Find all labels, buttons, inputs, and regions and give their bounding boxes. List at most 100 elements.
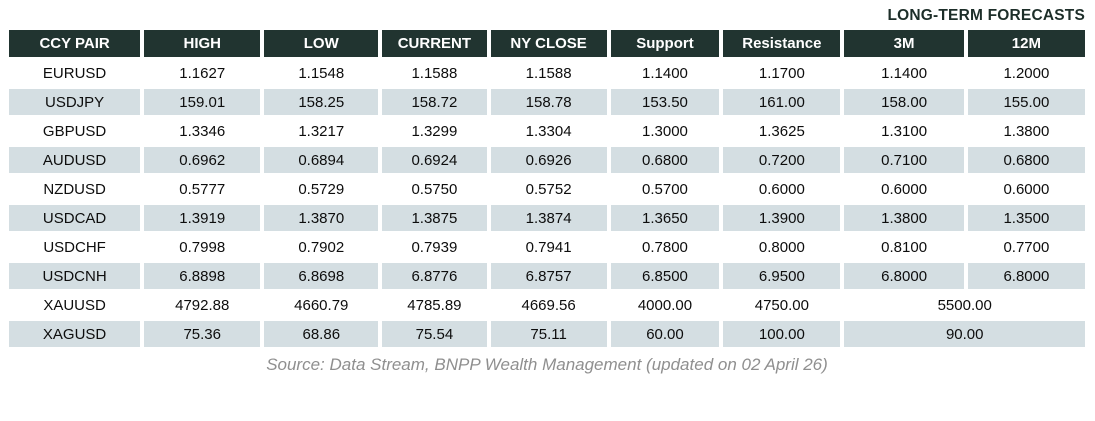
current-cell: 158.72 xyxy=(382,89,487,115)
table-row-usdcad: USDCAD 1.3919 1.3870 1.3875 1.3874 1.3650 1.39… xyxy=(9,205,1085,231)
column-header-high: HIGH xyxy=(144,30,261,57)
ny-close-cell: 0.6926 xyxy=(490,147,607,173)
high-cell: 4792.88 xyxy=(175,296,230,314)
low-cell: 0.7902 xyxy=(298,238,345,256)
table-header-row: CCY PAIR HIGH LOW CURRENT NY CLOSE Support Res… xyxy=(9,30,1085,57)
forecast-12m-cell: 1.3800 xyxy=(1003,122,1050,140)
low-cell: 68.86 xyxy=(264,321,379,347)
high-cell: 0.6962 xyxy=(144,147,261,173)
ny-close-cell: 6.8757 xyxy=(490,263,607,289)
table-row-nzdusd: NZDUSD 0.5777 0.5729 0.5750 0.5752 0.5700 0.60… xyxy=(9,176,1085,202)
table-row-xagusd: XAGUSD 75.36 68.86 75.54 75.11 60.00 100.00 90.… xyxy=(9,321,1085,347)
high-cell: 1.3919 xyxy=(144,205,261,231)
forecast-3m-cell: 0.6000 xyxy=(881,180,928,198)
current-cell: 6.8776 xyxy=(382,263,487,289)
resistance-cell: 100.00 xyxy=(723,321,841,347)
high-cell: 1.3346 xyxy=(179,122,226,140)
high-cell: 0.7998 xyxy=(179,238,226,256)
table-row-xauusd: XAUUSD 4792.88 4660.79 4785.89 4669.56 4000.0… xyxy=(9,292,1085,318)
fx-forecast-table: CCY PAIR HIGH LOW CURRENT NY CLOSE Support Res… xyxy=(5,27,1089,350)
pair-cell: AUDUSD xyxy=(9,147,141,173)
support-cell: 0.6800 xyxy=(610,147,720,173)
low-cell: 1.3217 xyxy=(298,122,345,140)
low-cell: 0.5729 xyxy=(298,180,345,198)
column-header-support: Support xyxy=(610,30,720,57)
table-row-eurusd: EURUSD 1.1627 1.1548 1.1588 1.1588 1.1400 1.17… xyxy=(9,60,1085,86)
high-cell: 0.5777 xyxy=(179,180,226,198)
forecast-12m-cell: 155.00 xyxy=(967,89,1085,115)
resistance-cell: 1.1700 xyxy=(758,64,805,82)
forecast-3m-cell: 158.00 xyxy=(844,89,964,115)
resistance-cell: 1.3900 xyxy=(723,205,841,231)
forecast-12m-cell: 0.6800 xyxy=(967,147,1085,173)
current-cell: 0.7939 xyxy=(411,238,458,256)
forecast-3m-cell: 6.8000 xyxy=(844,263,964,289)
resistance-cell: 161.00 xyxy=(723,89,841,115)
resistance-cell: 0.8000 xyxy=(758,238,805,256)
column-header-current: CURRENT xyxy=(382,30,487,57)
forecast-3m-12m-merged-cell: 5500.00 xyxy=(937,296,992,314)
current-cell: 1.3875 xyxy=(382,205,487,231)
low-cell: 158.25 xyxy=(264,89,379,115)
high-cell: 75.36 xyxy=(144,321,261,347)
support-cell: 4000.00 xyxy=(637,296,693,314)
pair-cell: USDCHF xyxy=(43,238,106,256)
pair-cell: USDCNH xyxy=(9,263,141,289)
table-row-usdjpy: USDJPY 159.01 158.25 158.72 158.78 153.50 161.… xyxy=(9,89,1085,115)
ny-close-cell: 0.5752 xyxy=(525,180,572,198)
current-cell: 1.1588 xyxy=(411,64,458,82)
pair-cell: NZDUSD xyxy=(43,180,106,198)
support-cell: 1.3000 xyxy=(642,122,688,140)
current-cell: 0.6924 xyxy=(382,147,487,173)
table-row-usdcnh: USDCNH 6.8898 6.8698 6.8776 6.8757 6.8500 6.95… xyxy=(9,263,1085,289)
pair-cell: XAGUSD xyxy=(9,321,141,347)
support-cell: 0.5700 xyxy=(642,180,688,198)
current-cell: 1.3299 xyxy=(411,122,458,140)
ny-close-cell: 75.11 xyxy=(490,321,607,347)
forecast-3m-12m-merged-cell: 90.00 xyxy=(844,321,1085,347)
forecast-12m-cell: 0.6000 xyxy=(1003,180,1050,198)
column-header-ny-close: NY CLOSE xyxy=(490,30,607,57)
forecast-3m-cell: 0.7100 xyxy=(844,147,964,173)
support-cell: 1.1400 xyxy=(642,64,688,82)
forecast-3m-cell: 1.3100 xyxy=(881,122,928,140)
forecast-3m-cell: 1.3800 xyxy=(844,205,964,231)
low-cell: 0.6894 xyxy=(264,147,379,173)
high-cell: 6.8898 xyxy=(144,263,261,289)
resistance-cell: 0.7200 xyxy=(723,147,841,173)
ny-close-cell: 1.3874 xyxy=(490,205,607,231)
ny-close-cell: 1.1588 xyxy=(525,64,572,82)
high-cell: 159.01 xyxy=(144,89,261,115)
low-cell: 1.1548 xyxy=(298,64,345,82)
current-cell: 0.5750 xyxy=(411,180,458,198)
forecast-12m-cell: 1.2000 xyxy=(1003,64,1050,82)
forecast-3m-cell: 1.1400 xyxy=(881,64,928,82)
resistance-cell: 0.6000 xyxy=(758,180,805,198)
resistance-cell: 1.3625 xyxy=(758,122,805,140)
current-cell: 75.54 xyxy=(382,321,487,347)
current-cell: 4785.89 xyxy=(407,296,462,314)
support-cell: 0.7800 xyxy=(642,238,688,256)
column-header-ccy-pair: CCY PAIR xyxy=(9,30,141,57)
support-cell: 1.3650 xyxy=(610,205,720,231)
pair-cell: XAUUSD xyxy=(43,296,106,314)
ny-close-cell: 158.78 xyxy=(490,89,607,115)
ny-close-cell: 4669.56 xyxy=(521,296,576,314)
column-header-low: LOW xyxy=(264,30,379,57)
low-cell: 6.8698 xyxy=(264,263,379,289)
low-cell: 1.3870 xyxy=(264,205,379,231)
ny-close-cell: 0.7941 xyxy=(525,238,572,256)
column-header-resistance: Resistance xyxy=(723,30,841,57)
support-cell: 6.8500 xyxy=(610,263,720,289)
pair-cell: GBPUSD xyxy=(42,122,107,140)
forecast-12m-cell: 6.8000 xyxy=(967,263,1085,289)
forecast-12m-cell: 0.7700 xyxy=(1003,238,1050,256)
forecast-3m-cell: 0.8100 xyxy=(881,238,928,256)
ny-close-cell: 1.3304 xyxy=(525,122,572,140)
support-cell: 153.50 xyxy=(610,89,720,115)
table-row-gbpusd: GBPUSD 1.3346 1.3217 1.3299 1.3304 1.3000 1.36… xyxy=(9,118,1085,144)
resistance-cell: 4750.00 xyxy=(754,296,809,314)
support-cell: 60.00 xyxy=(610,321,720,347)
long-term-forecasts-title: LONG-TERM FORECASTS xyxy=(887,7,1085,24)
low-cell: 4660.79 xyxy=(294,296,349,314)
